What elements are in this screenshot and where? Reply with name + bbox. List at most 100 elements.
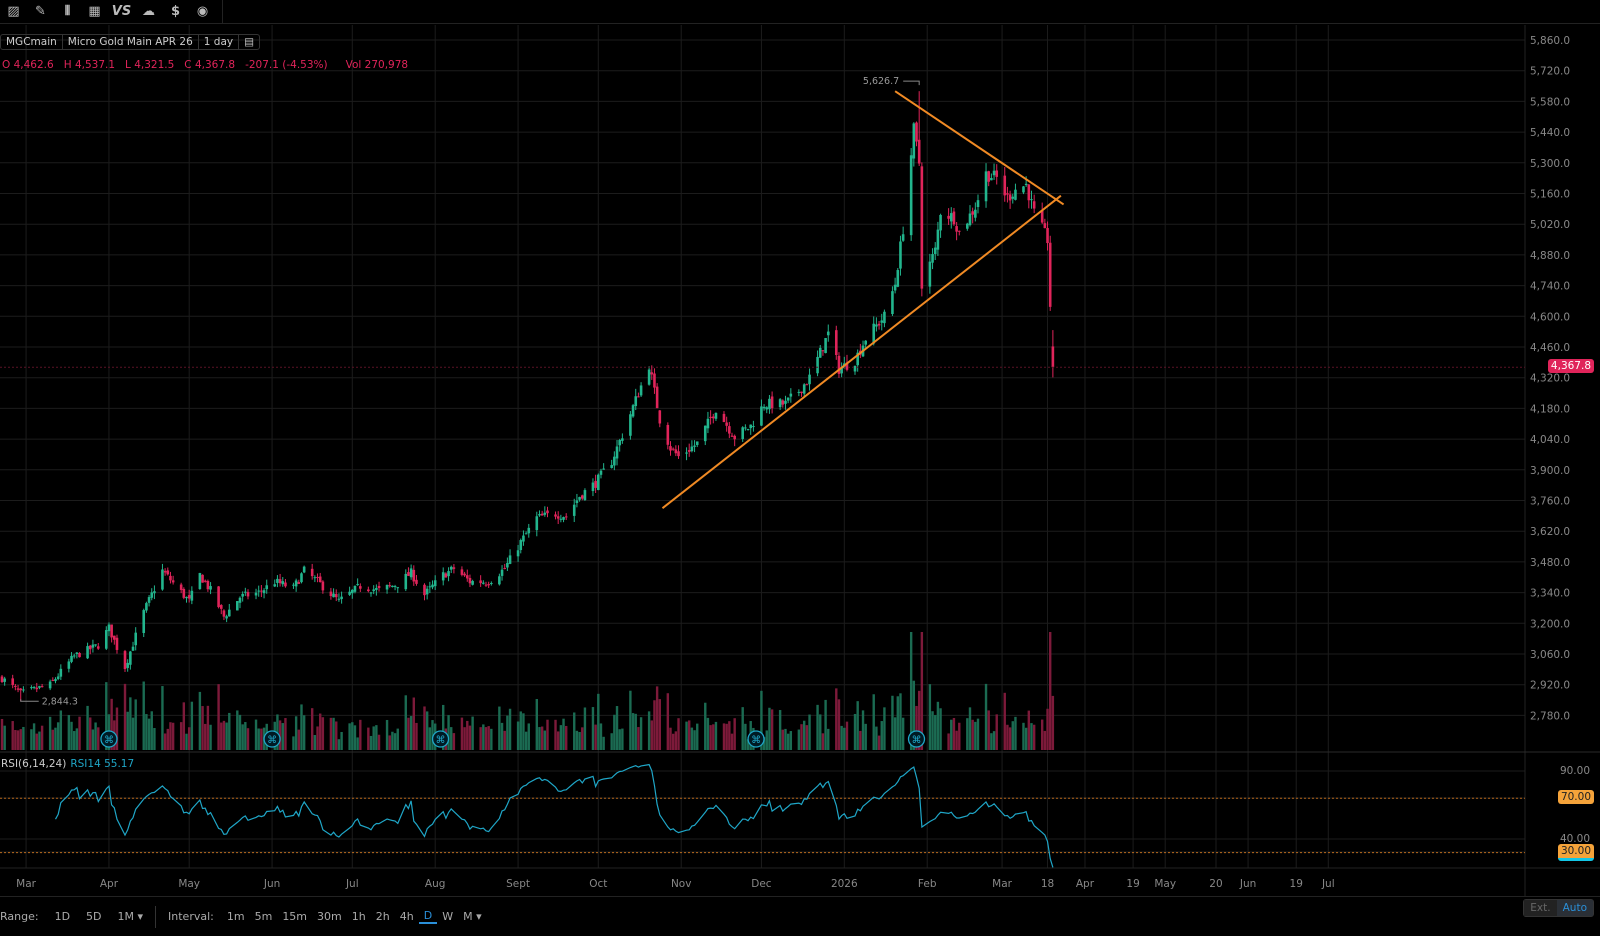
volume-bar [909,632,913,750]
candle-body [992,170,996,176]
volume-bar [875,726,878,750]
candle-body [225,616,228,619]
candle [992,163,996,180]
interval-15m[interactable]: 15m [282,910,308,923]
volume-bar [51,729,55,750]
chart-style-icon[interactable]: ▨ [7,4,20,19]
replay-icon[interactable]: ◉ [196,4,209,19]
candle-body [236,601,239,611]
range-1d[interactable]: 1D [54,910,71,923]
interval-d[interactable]: D [418,909,438,924]
volume-bar [187,727,191,750]
interval-4h[interactable]: 4h [399,910,414,923]
candle [990,173,993,181]
candle [564,513,568,521]
candle-body [933,247,937,254]
range-1m[interactable]: 1M ▾ [117,910,144,923]
candle [182,587,186,600]
rsi-legend: RSI(6,14,24) RSI14 55.17 [1,758,134,770]
legend-settings-icon[interactable]: ▤ [244,36,255,48]
candle [995,164,999,185]
volume-bar [321,717,325,750]
candle [179,582,183,594]
volume-bar [222,720,226,750]
layout-grid-icon[interactable]: ▦ [88,4,101,19]
time-axis-label: Jul [1321,878,1335,890]
volume-bar [254,719,258,750]
volume-bar [463,727,466,750]
candlestick-icon[interactable]: ⫴ [64,4,71,19]
volume-bar [915,705,918,750]
event-glyph: ⌘ [267,735,277,746]
symbol-label[interactable]: MGCmain [1,35,63,49]
interval-1m[interactable]: 1m [226,910,245,923]
candle [912,122,916,167]
candle-body [449,566,453,570]
event-circle [747,730,765,748]
candle [976,194,980,214]
volume-bar [40,725,44,750]
candle [936,221,940,256]
candle [219,604,223,615]
candle-body [808,374,811,385]
candle [872,316,876,346]
candle-body [826,331,830,336]
candle-body [562,517,565,520]
interval-w[interactable]: W [442,910,454,923]
auto-button[interactable]: Auto [1556,900,1593,916]
volume-bar [353,725,357,750]
candle-body [733,435,736,440]
candle-body [278,579,282,584]
price-axis-label: 5,300.0 [1530,158,1570,170]
candle-body [744,427,747,429]
candle [409,564,413,580]
candle [519,538,523,554]
interval-5m[interactable]: 5m [254,910,273,923]
interval-30m[interactable]: 30m [317,910,342,923]
price-chart[interactable]: 5,860.0 5,720.0 5,580.0 5,440.0 5,300.0 5,160… [0,0,1600,896]
candle [225,614,228,623]
interval-1h[interactable]: 1h [351,910,366,923]
interval-label[interactable]: 1 day [199,35,240,49]
volume-bar [425,711,429,750]
candle [337,593,341,602]
event-icon[interactable]: ⌘ [747,730,765,748]
cloud-icon[interactable]: ☁ [142,4,155,19]
candle-body [350,589,354,594]
volume-bar [316,726,319,750]
drawing-pencil-icon[interactable]: ✎ [35,4,46,19]
candle-body [217,586,220,608]
candle [939,213,942,238]
interval-m[interactable]: M ▾ [463,910,482,923]
candle [238,596,242,609]
candle [703,425,707,446]
compare-vs-icon[interactable]: VS [111,4,132,19]
event-icon[interactable]: ⌘ [907,730,926,748]
candle-body [404,573,408,590]
interval-2h[interactable]: 2h [375,910,390,923]
ext-button[interactable]: Ext. [1524,900,1557,916]
event-icon[interactable]: ⌘ [263,730,281,748]
event-icon[interactable]: ⌘ [100,730,118,748]
candle-body [241,593,244,597]
candle [187,589,191,603]
candle [292,582,295,589]
dollar-icon[interactable]: $ [170,4,181,19]
candle [746,428,750,431]
event-icon[interactable]: ⌘ [431,730,450,748]
candle-body [602,468,605,470]
range-5d[interactable]: 5D [86,910,102,923]
volume-bar [1022,722,1025,750]
candle [580,494,584,501]
candle [388,581,392,588]
candle [508,549,512,565]
volume-bar [610,733,613,750]
time-axis-label: Apr [1076,878,1095,890]
rsi-label[interactable]: RSI(6,14,24) [1,758,67,770]
volume-bar [936,701,940,750]
candle [834,325,838,360]
time-axis-label: Jun [263,878,280,890]
candle [94,644,97,647]
volume-bar [209,724,212,750]
candle-body [936,229,940,250]
